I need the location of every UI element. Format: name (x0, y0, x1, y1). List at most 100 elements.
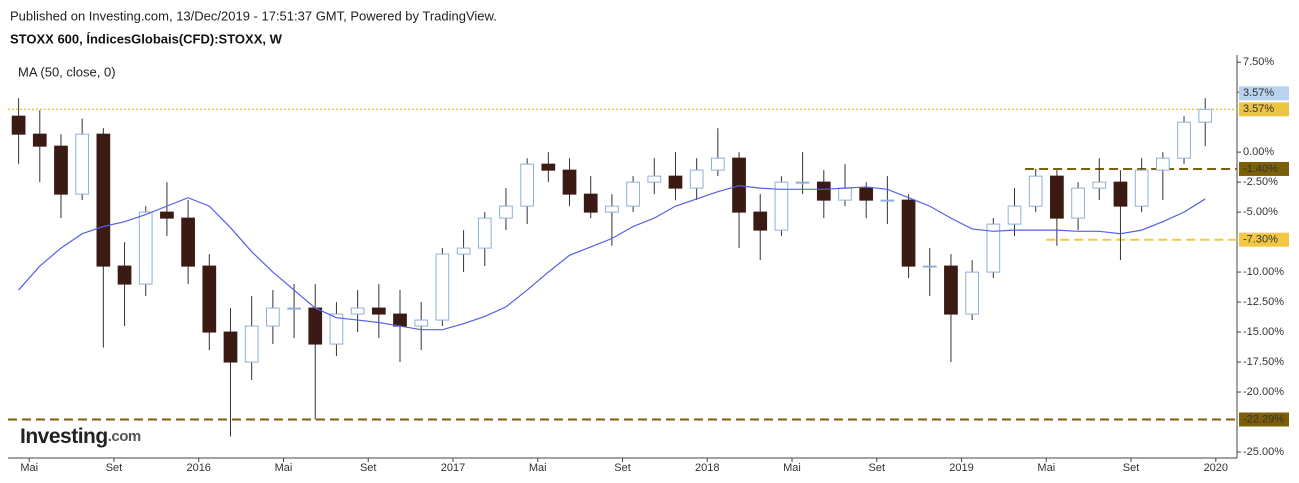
candle-body (32, 133, 47, 147)
candle-body (223, 331, 238, 363)
candle-body (647, 175, 662, 183)
candle-body (477, 217, 492, 249)
candle-body (541, 163, 556, 171)
level-label-bg (1239, 412, 1289, 427)
x-tick-label: Mai (529, 462, 547, 474)
candle-body (350, 307, 365, 315)
y-tick-label: -2.50% (1243, 176, 1278, 188)
y-tick-label: -10.00% (1243, 266, 1284, 278)
candle-body (795, 181, 810, 184)
x-tick-label: 2020 (1204, 462, 1228, 474)
x-tick-label: Mai (275, 462, 293, 474)
y-tick-label: -12.50% (1243, 296, 1284, 308)
logo-suffix: .com (108, 428, 141, 445)
logo: Investing.com (20, 425, 141, 448)
candle-body (753, 211, 768, 231)
y-tick-label: 7.50% (1243, 56, 1274, 68)
candle-body (859, 187, 874, 201)
y-tick-label: 0.00% (1243, 146, 1274, 158)
candle-body (901, 199, 916, 267)
candle-body (75, 133, 90, 195)
candle-body (626, 181, 640, 207)
candle-body (499, 205, 513, 219)
candle-body (244, 325, 259, 363)
candle-body (689, 169, 704, 189)
last-price-label: 3.57% (1243, 87, 1274, 99)
x-tick-label: Mai (1037, 462, 1055, 474)
candle-body (1050, 175, 1064, 219)
level-label: -7.30% (1243, 234, 1278, 246)
level-label-bg (1239, 232, 1289, 247)
candle-body (710, 157, 725, 171)
candle-body (138, 211, 153, 285)
y-tick-label: -15.00% (1243, 326, 1284, 338)
candle-body (329, 313, 344, 345)
candle-body (435, 253, 450, 321)
candle-body (117, 265, 132, 285)
candle-body (562, 169, 577, 195)
level-label-bg (1239, 161, 1289, 176)
x-tick-label: Set (360, 462, 377, 474)
candle-body (1177, 121, 1191, 159)
level-label: -22.29% (1243, 413, 1284, 425)
logo-name: Investing (20, 425, 108, 448)
last-price-label-bg (1239, 86, 1289, 101)
candle-body (520, 163, 535, 207)
candle-body (605, 205, 619, 213)
x-tick-label: Mai (20, 462, 38, 474)
x-tick-label: Set (1123, 462, 1140, 474)
level-label: -1.40% (1243, 163, 1278, 175)
candle-body (393, 313, 407, 327)
y-tick-label: -25.00% (1243, 446, 1284, 458)
candle-body (308, 307, 323, 345)
x-tick-label: 2019 (949, 462, 973, 474)
candle-body (287, 307, 301, 310)
candle-body (11, 115, 26, 135)
x-tick-label: 2016 (186, 462, 210, 474)
candle-body (96, 133, 111, 267)
y-tick-label: -5.00% (1243, 206, 1278, 218)
x-tick-label: Set (614, 462, 631, 474)
candle-body (456, 247, 471, 255)
candle-body (1071, 187, 1085, 219)
published-note: Published on Investing.com, 13/Dec/2019 … (10, 8, 497, 23)
candle-body (1198, 108, 1213, 123)
candle-body (668, 175, 683, 189)
candle-body (266, 307, 280, 327)
y-tick-label: -20.00% (1243, 386, 1284, 398)
x-tick-label: 2018 (695, 462, 719, 474)
candle-body (965, 271, 979, 315)
candle-body (371, 307, 386, 315)
level-label-bg (1239, 102, 1289, 117)
x-tick-label: Set (869, 462, 886, 474)
candle-body (202, 265, 217, 333)
candle-body (922, 265, 937, 268)
symbol-title: STOXX 600, ÍndicesGlobais(CFD):STOXX, W (10, 31, 283, 46)
candle-body (986, 223, 1001, 273)
candle-body (1007, 205, 1022, 225)
candle-body (816, 181, 831, 201)
candle-body (838, 187, 852, 201)
x-tick-label: 2017 (441, 462, 465, 474)
candle-body (414, 319, 429, 327)
candle-body (1155, 157, 1170, 171)
candle-body (54, 145, 68, 195)
candle-body (583, 193, 598, 213)
x-tick-label: Mai (783, 462, 801, 474)
candle-body (1028, 175, 1043, 207)
x-tick-label: Set (106, 462, 123, 474)
candle-body (1092, 181, 1107, 189)
indicator-legend: MA (50, close, 0) (18, 64, 116, 79)
candle-body (1113, 181, 1128, 207)
candle-body (181, 217, 195, 267)
candle-body (160, 211, 174, 219)
candle-body (1134, 169, 1149, 207)
candle-body (944, 265, 958, 315)
candle-body (880, 199, 895, 202)
y-tick-label: -17.50% (1243, 356, 1284, 368)
moving-average-line (18, 185, 1206, 331)
candle-body (774, 181, 789, 231)
level-label: 3.57% (1243, 103, 1274, 115)
